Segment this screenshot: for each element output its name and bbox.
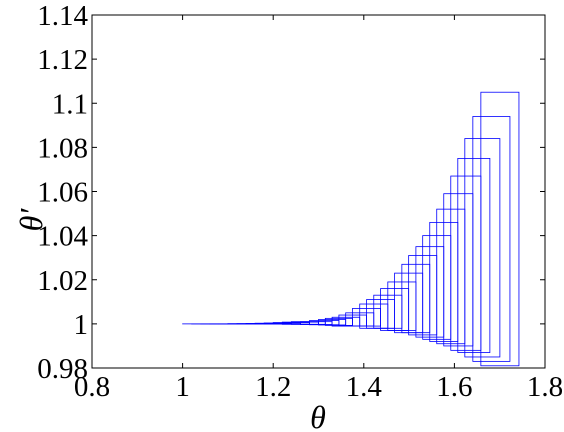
y-axis-label: θ′ xyxy=(13,208,49,232)
x-tick-label: 1.2 xyxy=(255,371,291,403)
y-tick-label: 1.1 xyxy=(52,88,88,120)
box xyxy=(359,303,389,329)
y-tick-label: 1.12 xyxy=(37,44,88,76)
box xyxy=(457,158,491,353)
plot-area xyxy=(91,14,546,369)
x-tick-label: 0.8 xyxy=(74,371,110,403)
box xyxy=(450,175,482,351)
y-tick-label: 1.04 xyxy=(37,221,88,253)
y-tick-label: 1.14 xyxy=(37,0,88,32)
box xyxy=(464,138,501,358)
y-tick-label: 1.08 xyxy=(37,132,88,164)
box xyxy=(443,193,474,347)
box xyxy=(472,116,511,362)
x-tick-label: 1 xyxy=(175,371,190,403)
y-tick-label: 1 xyxy=(74,309,89,341)
x-axis-label: θ xyxy=(310,399,326,432)
x-tick-label: 1.6 xyxy=(436,371,472,403)
x-tick-label: 1.8 xyxy=(527,371,563,403)
x-tick-label: 1.4 xyxy=(346,371,383,403)
y-tick-label: 1.02 xyxy=(37,265,88,297)
y-tick-label: 0.98 xyxy=(37,353,88,385)
y-tick-label: 1.06 xyxy=(37,177,88,209)
